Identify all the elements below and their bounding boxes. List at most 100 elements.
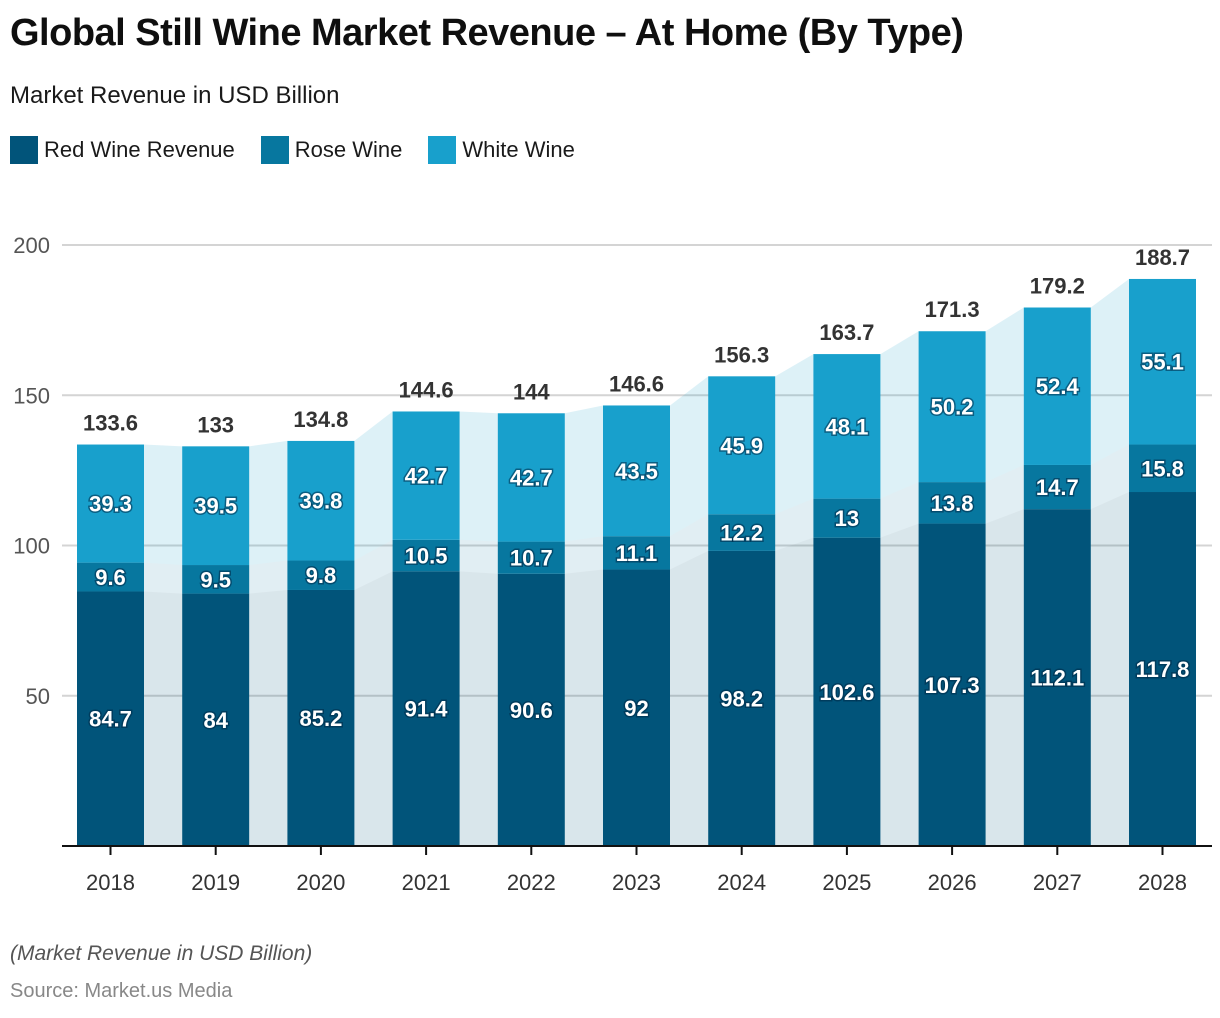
legend-item-white-wine: White Wine bbox=[428, 136, 575, 164]
bar-segment-rose-wine bbox=[392, 539, 460, 572]
source-text: Source: Market.us Media bbox=[10, 980, 233, 1002]
connector-area-white-wine bbox=[670, 376, 709, 537]
connector-area-white-wine bbox=[144, 444, 183, 566]
segment-value-label: 11.1 bbox=[616, 541, 658, 566]
segment-value-label: 50.2 bbox=[931, 395, 974, 420]
bar-segment-rose-wine bbox=[497, 541, 565, 574]
bar-segment-white-wine bbox=[497, 413, 565, 542]
connector-area-red-wine-revenue bbox=[459, 571, 498, 846]
bar-segment-white-wine bbox=[1023, 307, 1091, 465]
segment-value-label: 39.3 bbox=[89, 492, 132, 517]
x-tick-label: 2025 bbox=[822, 870, 871, 895]
connector-area-rose-wine bbox=[985, 464, 1024, 524]
bar-segment-red-wine-revenue bbox=[1023, 509, 1091, 846]
total-value-label: 133.6 bbox=[83, 411, 138, 436]
segment-value-label: 39.5 bbox=[194, 494, 237, 519]
segment-value-label: 42.7 bbox=[405, 464, 448, 489]
bar-segment-red-wine-revenue bbox=[813, 537, 881, 846]
connector-area-red-wine-revenue bbox=[775, 537, 814, 846]
connector-area-rose-wine bbox=[144, 562, 183, 594]
bar-segment-red-wine-revenue bbox=[708, 550, 776, 846]
connector-area-white-wine bbox=[564, 405, 603, 542]
bar-segment-rose-wine bbox=[77, 562, 144, 592]
segment-value-label: 85.2 bbox=[299, 706, 342, 731]
bar-segment-white-wine bbox=[182, 446, 250, 566]
segment-value-label: 55.1 bbox=[1141, 350, 1184, 375]
segment-value-label: 13.8 bbox=[931, 491, 974, 516]
segment-value-label: 90.6 bbox=[510, 698, 553, 723]
total-value-label: 188.7 bbox=[1135, 245, 1190, 270]
segment-value-label: 42.7 bbox=[510, 465, 553, 490]
segment-value-label: 10.7 bbox=[510, 546, 553, 571]
connector-area-rose-wine bbox=[670, 514, 709, 570]
segment-value-label: 12.2 bbox=[720, 521, 763, 546]
total-value-label: 146.6 bbox=[609, 371, 664, 396]
segment-value-label: 10.5 bbox=[405, 544, 448, 569]
bar-segment-white-wine bbox=[708, 376, 776, 515]
connector-area-rose-wine bbox=[249, 560, 288, 594]
total-value-label: 134.8 bbox=[293, 407, 348, 432]
connector-area-red-wine-revenue bbox=[985, 509, 1024, 846]
bar-segment-rose-wine bbox=[1023, 464, 1091, 510]
bar-segment-rose-wine bbox=[708, 514, 776, 551]
x-tick-label: 2028 bbox=[1138, 870, 1187, 895]
segment-value-label: 52.4 bbox=[1036, 374, 1080, 399]
y-tick-label: 100 bbox=[13, 534, 50, 559]
segment-value-label: 92 bbox=[624, 696, 648, 721]
segment-value-label: 102.6 bbox=[819, 680, 874, 705]
x-tick-label: 2018 bbox=[86, 870, 135, 895]
connector-area-white-wine bbox=[880, 331, 919, 499]
connector-area-white-wine bbox=[354, 411, 393, 561]
total-value-label: 179.2 bbox=[1030, 274, 1085, 299]
segment-value-label: 48.1 bbox=[825, 414, 868, 439]
bar-segment-red-wine-revenue bbox=[497, 573, 565, 846]
connector-area-rose-wine bbox=[880, 482, 919, 538]
segment-value-label: 107.3 bbox=[925, 673, 980, 698]
bar-segment-white-wine bbox=[813, 354, 881, 499]
connector-area-red-wine-revenue bbox=[564, 569, 603, 846]
bar-segment-white-wine bbox=[392, 411, 460, 540]
bar-segment-red-wine-revenue bbox=[182, 593, 250, 846]
bar-segment-rose-wine bbox=[1129, 444, 1196, 493]
connector-area-red-wine-revenue bbox=[354, 571, 393, 846]
x-tick-label: 2023 bbox=[612, 870, 661, 895]
connector-area-white-wine bbox=[1090, 278, 1129, 465]
bar-segment-red-wine-revenue bbox=[77, 591, 144, 846]
connector-area-rose-wine bbox=[354, 539, 393, 590]
segment-value-label: 117.8 bbox=[1136, 657, 1190, 682]
total-value-label: 163.7 bbox=[819, 320, 874, 345]
legend-swatch-red-wine bbox=[10, 136, 38, 164]
bar-segment-red-wine-revenue bbox=[1129, 492, 1196, 846]
total-value-label: 133 bbox=[197, 412, 234, 437]
segment-value-label: 13 bbox=[835, 506, 859, 531]
connector-area-red-wine-revenue bbox=[670, 550, 709, 846]
connector-areas bbox=[144, 278, 1129, 846]
connector-area-white-wine bbox=[775, 354, 814, 515]
total-value-label: 144.6 bbox=[399, 377, 454, 402]
segment-value-label: 9.6 bbox=[95, 565, 126, 590]
x-tick-label: 2027 bbox=[1033, 870, 1082, 895]
data-labels: 84.7 84 85.2 91.4 90.6 92 98.2 102.6 107.3 112.1 1… bbox=[83, 245, 1191, 734]
connector-area-white-wine bbox=[459, 411, 498, 542]
x-tick-label: 2021 bbox=[402, 870, 451, 895]
bar-segment-red-wine-revenue bbox=[392, 571, 460, 846]
bar-segment-rose-wine bbox=[287, 560, 355, 590]
connector-area-rose-wine bbox=[564, 536, 603, 574]
connector-area-rose-wine bbox=[459, 539, 498, 574]
legend-label: Rose Wine bbox=[294, 137, 403, 162]
x-tick-label: 2020 bbox=[296, 870, 345, 895]
x-axis: 2018 2019 2020 2021 2022 2023 2024 2025 2026 2027… bbox=[62, 845, 1212, 895]
x-tick-label: 2022 bbox=[507, 870, 556, 895]
connector-area-rose-wine bbox=[775, 498, 814, 551]
legend-swatch-rose-wine bbox=[260, 136, 289, 164]
total-value-label: 144 bbox=[513, 379, 550, 404]
footnote: (Market Revenue in USD Billion) bbox=[10, 942, 313, 965]
legend-label: White Wine bbox=[462, 137, 575, 162]
y-tick-label: 150 bbox=[13, 383, 50, 408]
bar-segment-white-wine bbox=[77, 444, 144, 563]
total-value-label: 171.3 bbox=[925, 297, 980, 322]
bar-segment-white-wine bbox=[287, 440, 355, 561]
bar-segment-red-wine-revenue bbox=[287, 589, 355, 846]
segment-value-label: 43.5 bbox=[615, 459, 658, 484]
connector-area-red-wine-revenue bbox=[144, 591, 183, 846]
